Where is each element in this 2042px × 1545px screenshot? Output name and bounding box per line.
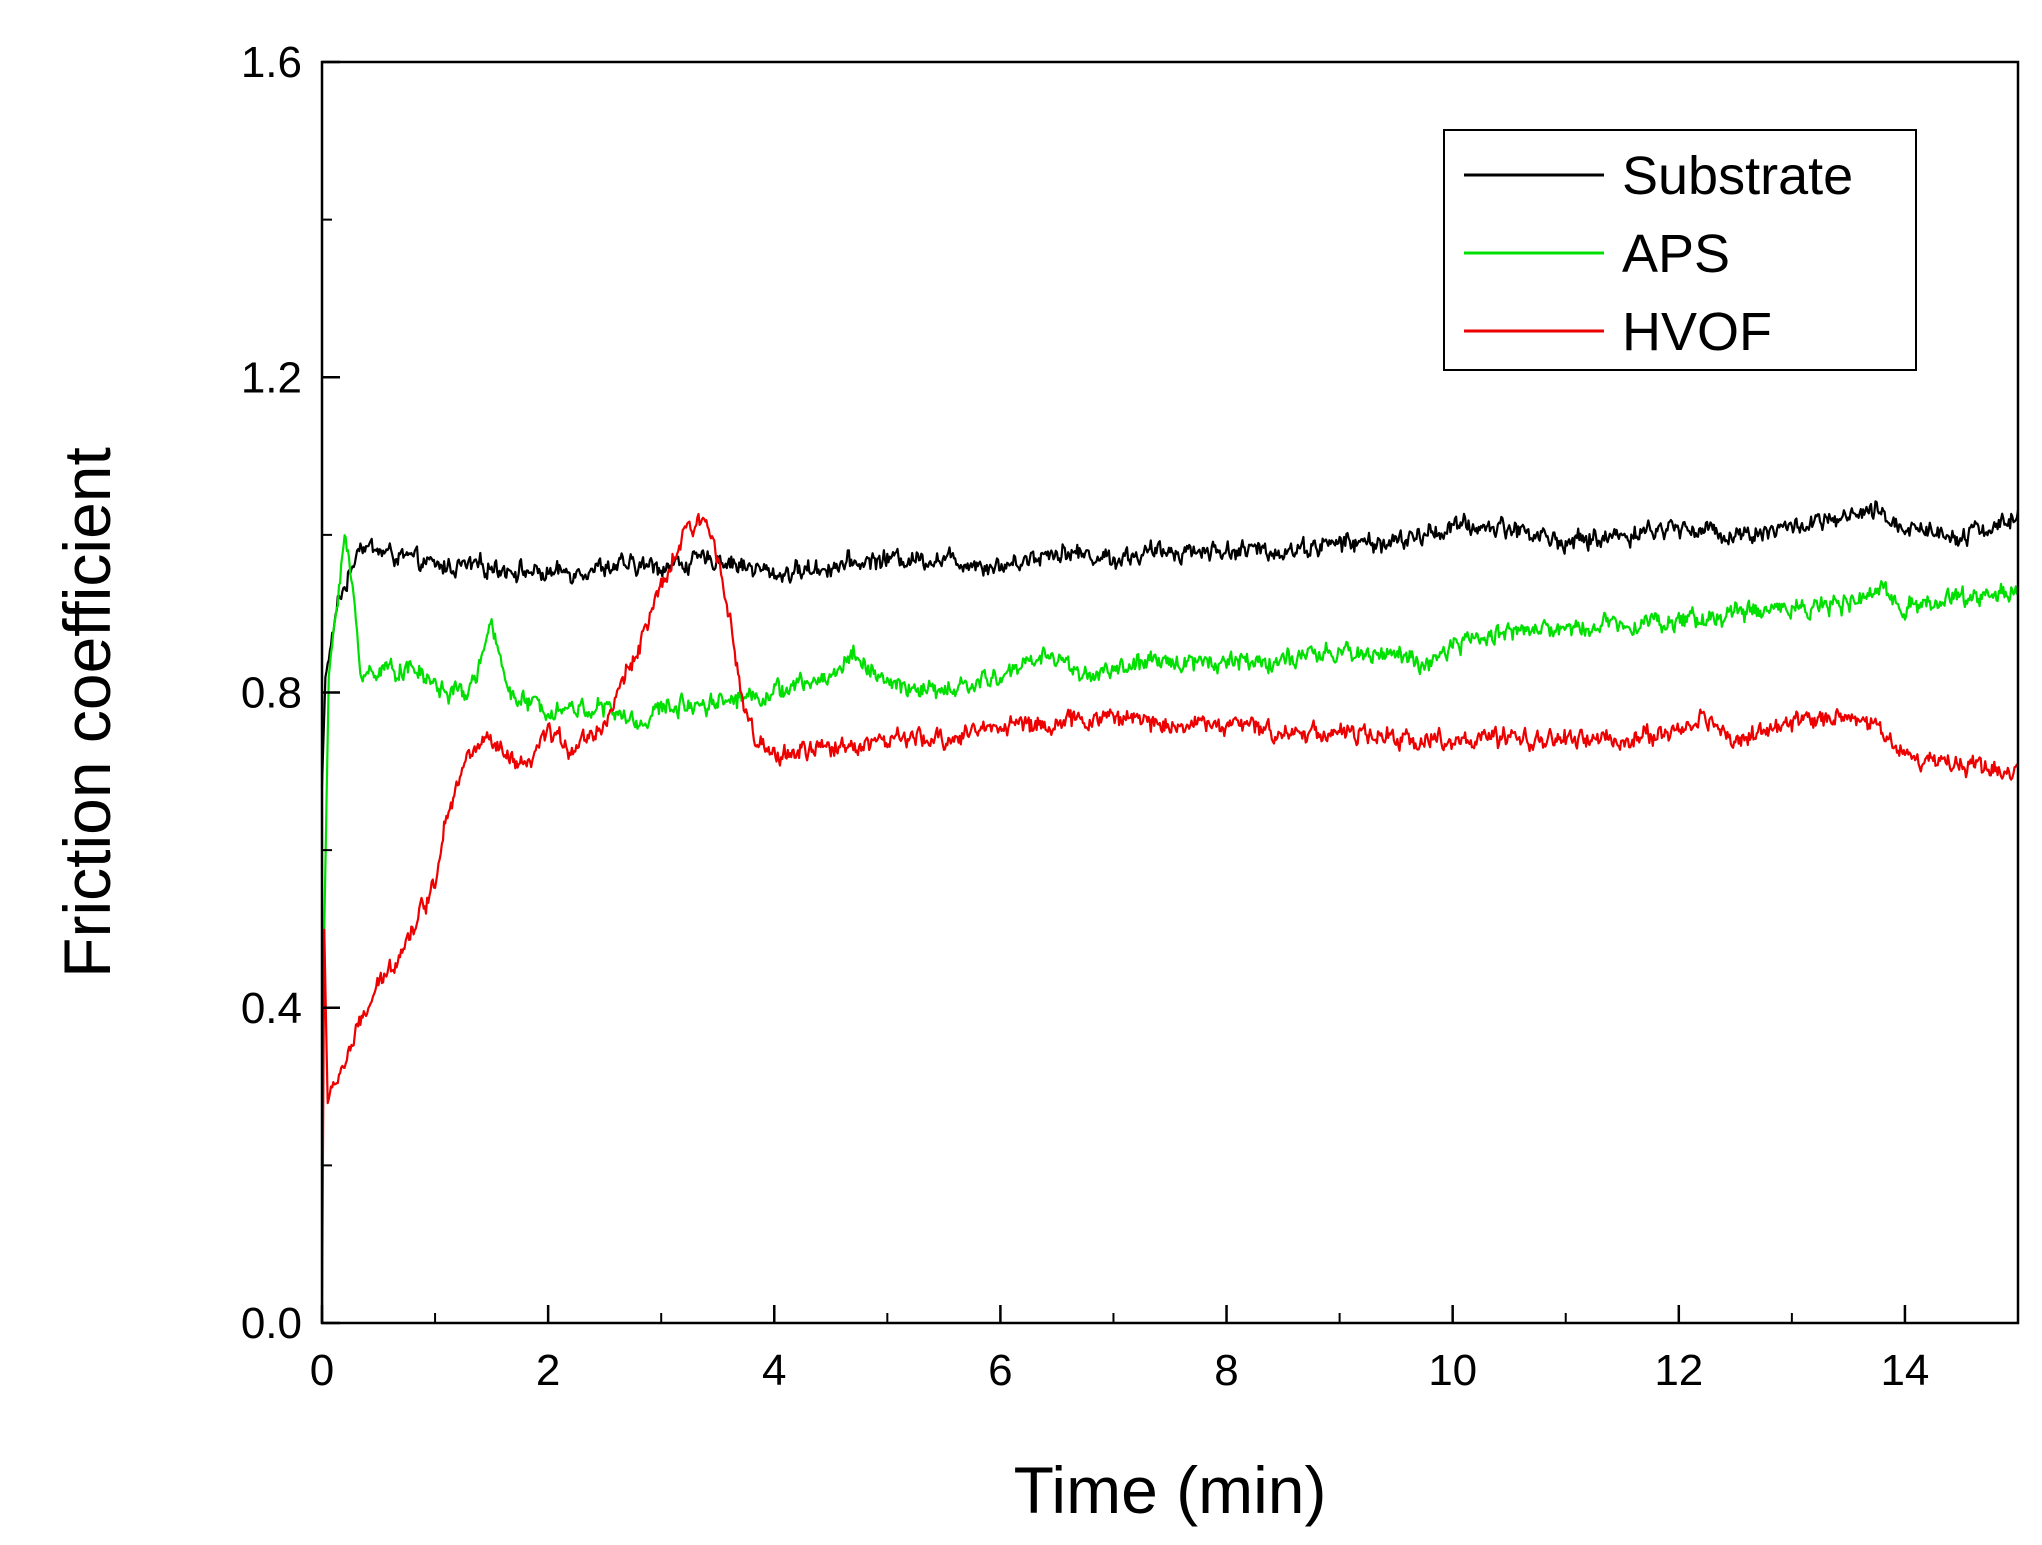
axis-ticks — [320, 60, 2019, 1325]
x-tick-label: 10 — [1428, 1346, 1477, 1395]
legend-items: Substrate APS HVOF — [1464, 146, 1853, 362]
x-axis-title: Time (min) — [1014, 1453, 1327, 1527]
x-tick-label: 0 — [310, 1346, 334, 1395]
x-tick-label: 14 — [1880, 1346, 1929, 1395]
legend-label-aps: APS — [1622, 224, 1730, 284]
legend-label-hvof: HVOF — [1622, 302, 1772, 362]
y-tick-label: 1.2 — [241, 353, 302, 402]
plot-frame — [320, 60, 2020, 1325]
y-tick-label: 1.6 — [241, 38, 302, 87]
legend-label-substrate: Substrate — [1622, 146, 1853, 206]
series-layer — [320, 500, 2020, 1324]
y-tick-label: 0.4 — [241, 984, 302, 1033]
series-line-aps — [320, 534, 2020, 1166]
y-tick-label: 0.0 — [241, 1299, 302, 1348]
tick-labels: 0 2 4 6 8 10 12 14 0.0 0.4 0.8 1.2 1.6 — [241, 38, 1930, 1395]
x-tick-label: 8 — [1214, 1346, 1238, 1395]
series-line-hvof — [320, 512, 2019, 1324]
x-tick-label: 2 — [536, 1346, 560, 1395]
x-tick-label: 6 — [988, 1346, 1012, 1395]
x-tick-label: 12 — [1654, 1346, 1703, 1395]
y-tick-label: 0.8 — [241, 669, 302, 718]
y-axis-title: Friction coefficient — [50, 447, 124, 978]
legend: Substrate APS HVOF — [1443, 129, 1917, 371]
series-line-substrate — [320, 500, 2020, 788]
plot-area — [320, 60, 2020, 1325]
x-tick-label: 4 — [762, 1346, 786, 1395]
